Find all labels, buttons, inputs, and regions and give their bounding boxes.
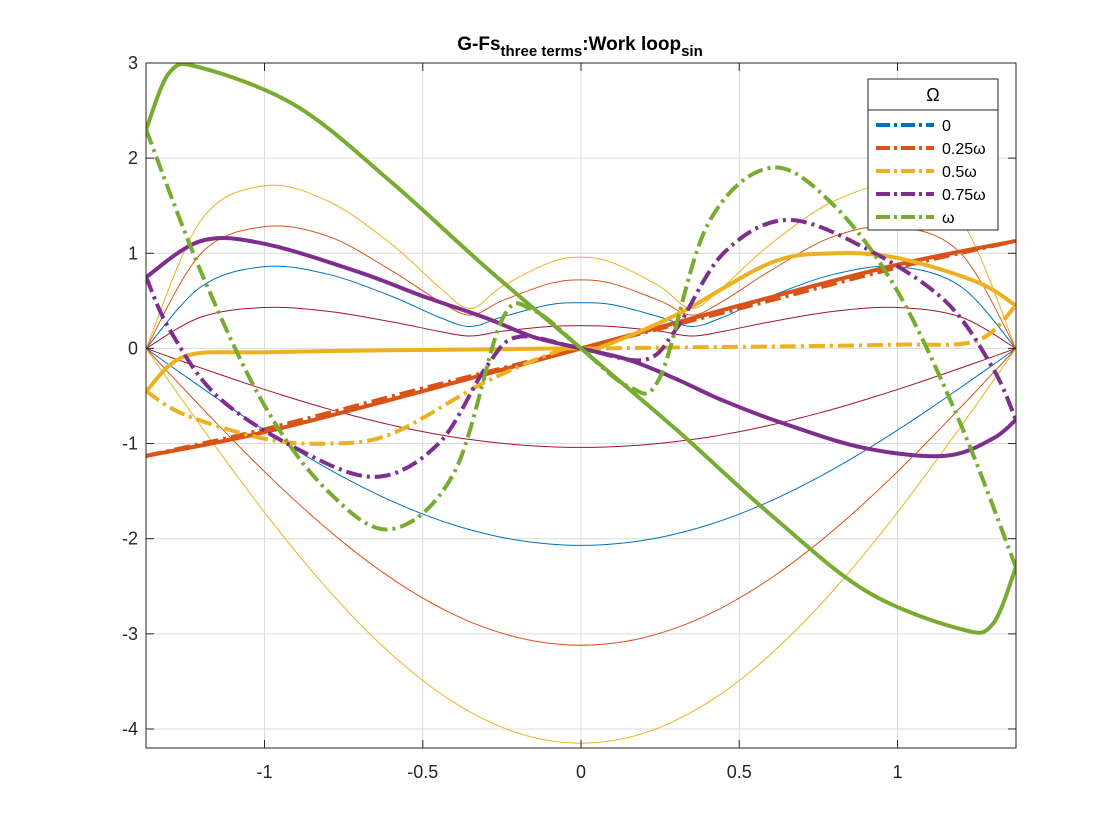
x-tick-label: 0.5 xyxy=(727,762,752,782)
title-middle: :Work loop xyxy=(582,34,681,55)
y-tick-label: 3 xyxy=(128,53,138,73)
legend-entries: 0 0.25ω 0.5ω 0.75ω ω xyxy=(876,118,986,227)
legend-label: 0 xyxy=(942,118,951,135)
plot-area xyxy=(146,63,1016,744)
legend-label: 0.75ω xyxy=(942,187,986,204)
y-tick-label: -1 xyxy=(122,434,138,454)
x-tick-label: -0.5 xyxy=(407,762,438,782)
y-tick-label: 2 xyxy=(128,148,138,168)
thin-loop-upper xyxy=(146,265,1016,349)
legend-title: Ω xyxy=(926,85,939,105)
legend-label: 0.5ω xyxy=(942,164,977,181)
axis-ticks: -1 -0.5 0 0.5 1 -4 -3 -2 -1 0 1 2 3 xyxy=(122,53,1016,782)
y-tick-label: -4 xyxy=(122,719,138,739)
thin-loop-upper xyxy=(146,225,1016,349)
series-line-dashdot xyxy=(146,128,1016,568)
legend: Ω 0 0.25ω 0.5ω 0.75ω ω xyxy=(867,78,999,231)
series-line-dashdot xyxy=(146,304,1016,446)
chart-title: G-Fsthree terms:Work loopsin xyxy=(457,34,703,60)
x-tick-label: -1 xyxy=(256,762,272,782)
title-main: G-Fs xyxy=(457,34,500,55)
thin-loop-upper xyxy=(146,306,1016,349)
y-tick-label: -3 xyxy=(122,624,138,644)
title-subscript-1: three terms xyxy=(501,43,583,60)
thin-loop-lower xyxy=(146,348,1016,646)
thin-loop-lower xyxy=(146,347,1016,448)
y-tick-label: 1 xyxy=(128,243,138,263)
title-subscript-2: sin xyxy=(681,43,703,60)
x-tick-label: 1 xyxy=(892,762,902,782)
legend-box xyxy=(867,78,999,231)
legend-label: 0.25ω xyxy=(942,141,986,158)
y-tick-label: -2 xyxy=(122,529,138,549)
x-tick-label: 0 xyxy=(576,762,586,782)
y-tick-label: 0 xyxy=(128,338,138,358)
thin-loop-upper xyxy=(146,184,1016,349)
legend-label: ω xyxy=(942,210,955,227)
